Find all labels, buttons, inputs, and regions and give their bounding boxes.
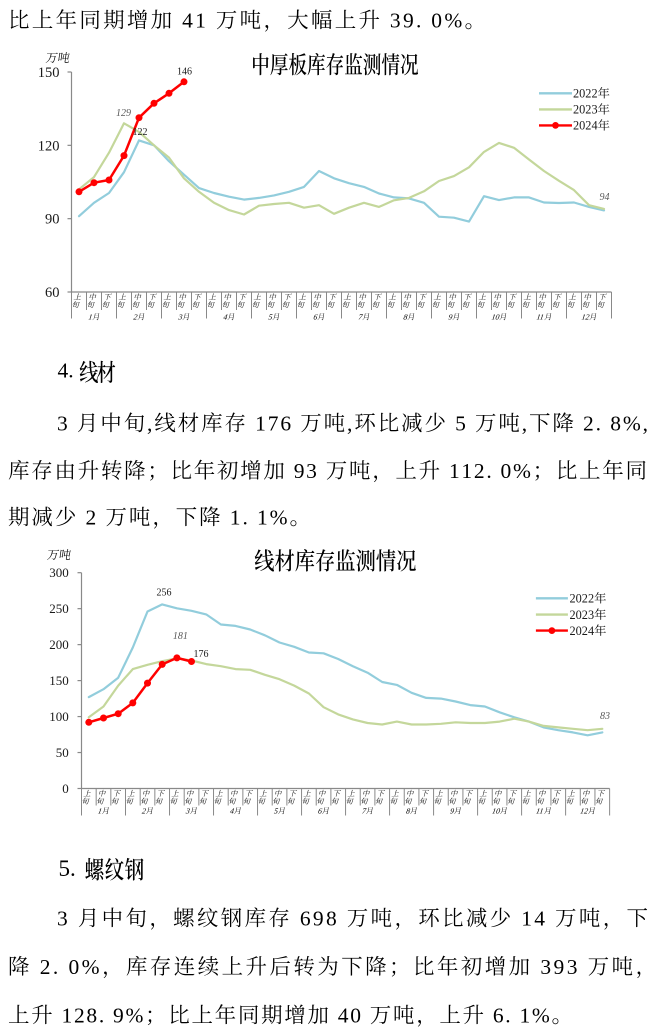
svg-text:1: 1 xyxy=(461,459,472,483)
svg-text:4: 4 xyxy=(338,1004,349,1028)
svg-text:1: 1 xyxy=(519,1004,530,1028)
svg-text:9: 9 xyxy=(403,8,414,32)
svg-text:2: 2 xyxy=(474,459,485,483)
svg-text:2023: 2023 xyxy=(573,103,598,117)
svg-text:129: 129 xyxy=(116,108,131,119)
svg-text:.: . xyxy=(99,1004,104,1028)
svg-text:.: . xyxy=(486,459,491,483)
svg-text:2023: 2023 xyxy=(570,608,595,622)
svg-text:120: 120 xyxy=(38,138,60,154)
svg-text:0: 0 xyxy=(501,459,512,483)
svg-text:2: 2 xyxy=(74,1004,85,1028)
svg-text:2024: 2024 xyxy=(573,119,598,133)
svg-text:9: 9 xyxy=(554,955,565,979)
svg-text:.: . xyxy=(242,506,247,530)
svg-text:2024: 2024 xyxy=(570,624,595,638)
svg-text:50: 50 xyxy=(56,745,69,760)
svg-text:4: 4 xyxy=(534,907,545,931)
svg-text:.: . xyxy=(596,412,601,436)
svg-text:3: 3 xyxy=(540,955,551,979)
svg-text:1: 1 xyxy=(195,8,206,32)
svg-text:94: 94 xyxy=(600,192,610,203)
svg-text:2: 2 xyxy=(86,506,97,530)
svg-text:7: 7 xyxy=(268,412,279,436)
svg-text:0: 0 xyxy=(431,8,442,32)
svg-text:.: . xyxy=(53,955,58,979)
svg-text:,: , xyxy=(147,412,152,436)
svg-text:8: 8 xyxy=(86,1004,97,1028)
svg-text:150: 150 xyxy=(38,65,60,81)
svg-text:,: , xyxy=(522,412,527,436)
svg-text:3: 3 xyxy=(57,412,68,436)
svg-text:,: , xyxy=(347,412,352,436)
svg-text:%: % xyxy=(125,1004,143,1028)
svg-text:8: 8 xyxy=(610,412,621,436)
svg-text:%: % xyxy=(513,459,531,483)
svg-text:90: 90 xyxy=(45,212,60,228)
svg-text:.: . xyxy=(505,1004,510,1028)
svg-text:6: 6 xyxy=(493,1004,504,1028)
svg-text:2: 2 xyxy=(40,955,51,979)
svg-text:200: 200 xyxy=(49,637,69,652)
svg-text:4: 4 xyxy=(182,8,193,32)
svg-text:2022: 2022 xyxy=(573,87,598,101)
svg-text:256: 256 xyxy=(157,588,172,599)
svg-text:1: 1 xyxy=(230,506,241,530)
svg-text:,: , xyxy=(643,412,648,436)
svg-text:83: 83 xyxy=(600,711,610,722)
svg-text:1: 1 xyxy=(521,907,532,931)
svg-text:6: 6 xyxy=(300,907,311,931)
svg-text:5: 5 xyxy=(455,412,466,436)
svg-text:9: 9 xyxy=(113,1004,124,1028)
svg-text:181: 181 xyxy=(173,631,188,642)
svg-text:3: 3 xyxy=(306,459,317,483)
svg-text:60: 60 xyxy=(45,285,60,301)
svg-text:146: 146 xyxy=(177,67,192,78)
svg-text:9: 9 xyxy=(313,907,324,931)
svg-text:3: 3 xyxy=(390,8,401,32)
svg-text:122: 122 xyxy=(133,127,148,138)
svg-text:300: 300 xyxy=(49,565,69,580)
svg-text:%: % xyxy=(532,1004,550,1028)
svg-text:%: % xyxy=(82,955,100,979)
svg-text:250: 250 xyxy=(49,601,69,616)
svg-text:1: 1 xyxy=(255,412,266,436)
svg-text:0: 0 xyxy=(68,955,79,979)
svg-text:0: 0 xyxy=(62,781,69,796)
svg-text:6: 6 xyxy=(280,412,291,436)
svg-text:100: 100 xyxy=(49,709,69,724)
svg-text:1: 1 xyxy=(449,459,460,483)
svg-text:%: % xyxy=(623,412,641,436)
svg-text:5.: 5. xyxy=(59,856,76,881)
svg-text:2022: 2022 xyxy=(570,592,595,606)
svg-text:176: 176 xyxy=(194,649,209,660)
svg-text:0: 0 xyxy=(350,1004,361,1028)
svg-text:150: 150 xyxy=(49,673,69,688)
svg-text:%: % xyxy=(444,8,462,32)
svg-text:.: . xyxy=(416,8,421,32)
svg-text:1: 1 xyxy=(257,506,268,530)
svg-text:1: 1 xyxy=(61,1004,72,1028)
svg-text:2: 2 xyxy=(583,412,594,436)
svg-text:8: 8 xyxy=(326,907,337,931)
svg-text:%: % xyxy=(270,506,288,530)
svg-text:9: 9 xyxy=(294,459,305,483)
svg-text:3: 3 xyxy=(57,907,68,931)
svg-text:3: 3 xyxy=(567,955,578,979)
svg-text:4.: 4. xyxy=(58,359,74,383)
